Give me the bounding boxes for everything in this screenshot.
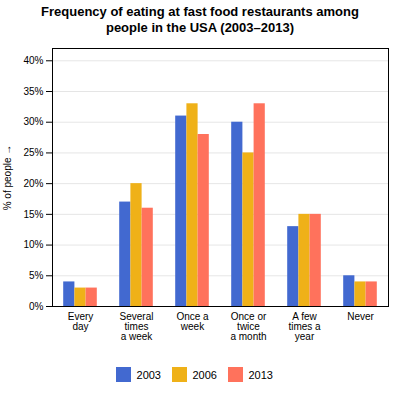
svg-text:% of people →: % of people → <box>2 145 13 211</box>
svg-text:30%: 30% <box>23 116 43 127</box>
svg-text:20%: 20% <box>23 178 43 189</box>
svg-text:25%: 25% <box>23 147 43 158</box>
svg-text:Once aweek: Once aweek <box>176 311 209 332</box>
svg-text:0%: 0% <box>29 301 44 312</box>
svg-text:Severaltimesa week: Severaltimesa week <box>120 311 154 342</box>
svg-text:Never: Never <box>347 311 374 322</box>
svg-text:Everyday: Everyday <box>68 311 94 332</box>
svg-text:40%: 40% <box>23 55 43 66</box>
svg-text:Once ortwicea month: Once ortwicea month <box>230 311 267 342</box>
svg-text:10%: 10% <box>23 239 43 250</box>
html-text:2006: 2006 <box>192 368 217 381</box>
html-text:2013: 2013 <box>248 368 273 381</box>
svg-text:A fewtimes ayear: A fewtimes ayear <box>288 311 321 342</box>
svg-text:35%: 35% <box>23 86 43 97</box>
html-text:Frequency of eating at fast fo: Frequency of eating at fast food restaur… <box>41 4 359 35</box>
svg-text:5%: 5% <box>29 270 44 281</box>
svg-text:15%: 15% <box>23 209 43 220</box>
html-text:2003: 2003 <box>136 368 161 381</box>
